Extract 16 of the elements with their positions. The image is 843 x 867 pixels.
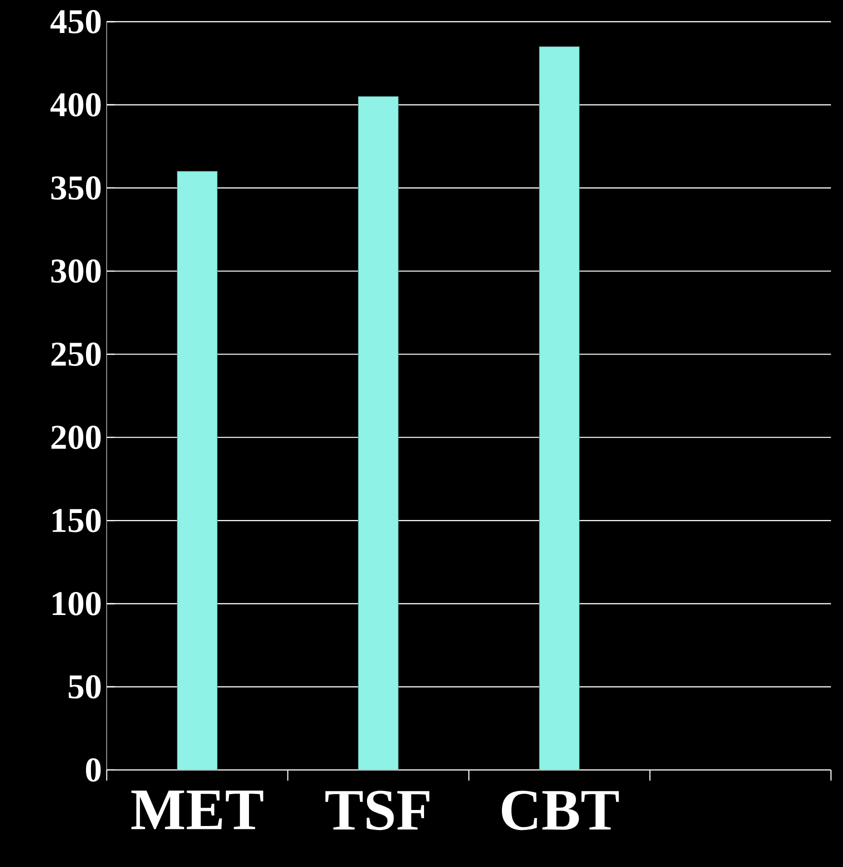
y-tick-label: 250 bbox=[51, 342, 101, 366]
y-tick-label: 100 bbox=[52, 592, 101, 616]
x-tick-label: TSF bbox=[325, 790, 430, 830]
y-tick-label: 200 bbox=[51, 426, 101, 450]
y-tick-label: 450 bbox=[50, 10, 101, 34]
bar bbox=[539, 46, 580, 770]
x-tick-label: CBT bbox=[502, 790, 619, 830]
y-tick-label: 400 bbox=[50, 93, 101, 117]
y-tick-label: 50 bbox=[68, 675, 101, 699]
y-tick-label: 150 bbox=[52, 508, 101, 532]
y-tick-label: 350 bbox=[51, 176, 101, 200]
y-tick-label: 300 bbox=[51, 259, 101, 283]
bar bbox=[176, 171, 218, 770]
bar bbox=[358, 96, 399, 770]
y-tick-label: 0 bbox=[86, 758, 101, 782]
x-tick-label: MET bbox=[131, 790, 264, 830]
